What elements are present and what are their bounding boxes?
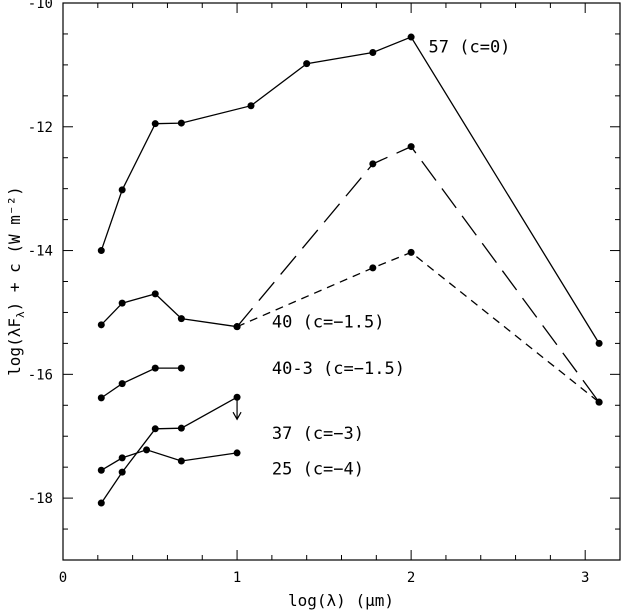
series-annotation: 40-3 (c=−1.5) — [272, 359, 405, 379]
series-line-2 — [236, 145, 600, 403]
data-point — [151, 290, 159, 298]
data-point — [369, 49, 377, 57]
x-axis-label: log(λ) (μm) — [288, 591, 394, 610]
series-annotation: 40 (c=−1.5) — [272, 313, 385, 333]
data-point — [97, 466, 105, 474]
data-point — [369, 160, 377, 168]
series-line-3 — [236, 251, 600, 403]
series-line-5 — [100, 396, 238, 504]
y-tick-label: -12 — [28, 120, 53, 136]
data-point — [595, 398, 603, 406]
data-point — [118, 186, 126, 194]
data-point — [233, 449, 241, 457]
data-point — [303, 60, 311, 68]
data-point — [233, 323, 241, 331]
series-annotation: 57 (c=0) — [429, 37, 511, 57]
series-group — [97, 33, 603, 507]
data-point — [177, 119, 185, 127]
x-tick-label: 1 — [233, 570, 241, 586]
data-point — [595, 339, 603, 347]
series-line-4 — [100, 367, 182, 399]
upper-limit-arrow-head — [232, 411, 242, 421]
data-point — [97, 321, 105, 329]
data-point — [247, 102, 255, 110]
axis-ticks — [62, 2, 621, 561]
data-point — [97, 394, 105, 402]
data-point — [118, 468, 126, 476]
data-point — [97, 247, 105, 255]
y-tick-label: -16 — [28, 367, 53, 383]
annotations: 57 (c=0) 40 (c=−1.5) 40-3 (c=−1.5) 37 (c=−3… — [272, 37, 511, 479]
data-point — [369, 264, 377, 272]
data-point — [407, 143, 415, 151]
y-tick-label: -10 — [28, 0, 53, 12]
data-point — [118, 299, 126, 307]
x-tick-label: 0 — [59, 570, 67, 586]
series-line-1 — [100, 293, 238, 328]
y-tick-label: -18 — [28, 491, 53, 507]
y-axis-label: log(λFλ) + c (W m⁻²) — [5, 186, 27, 376]
data-point — [177, 457, 185, 465]
data-point — [407, 33, 415, 41]
data-point — [97, 499, 105, 507]
data-point — [151, 425, 159, 433]
data-point — [177, 424, 185, 432]
tick-labels: 0 1 2 3 -18 -16 -14 -12 -10 — [28, 0, 590, 586]
series-annotation: 37 (c=−3) — [272, 424, 364, 444]
data-point — [118, 380, 126, 388]
data-point — [151, 364, 159, 372]
x-tick-label: 3 — [581, 570, 589, 586]
series-annotation: 25 (c=−4) — [272, 459, 364, 479]
data-point — [118, 454, 126, 462]
x-tick-label: 2 — [407, 570, 415, 586]
data-point — [151, 120, 159, 128]
data-point — [407, 248, 415, 256]
data-point — [177, 315, 185, 323]
data-point — [143, 446, 151, 454]
y-tick-label: -14 — [28, 244, 53, 260]
data-point — [177, 364, 185, 372]
